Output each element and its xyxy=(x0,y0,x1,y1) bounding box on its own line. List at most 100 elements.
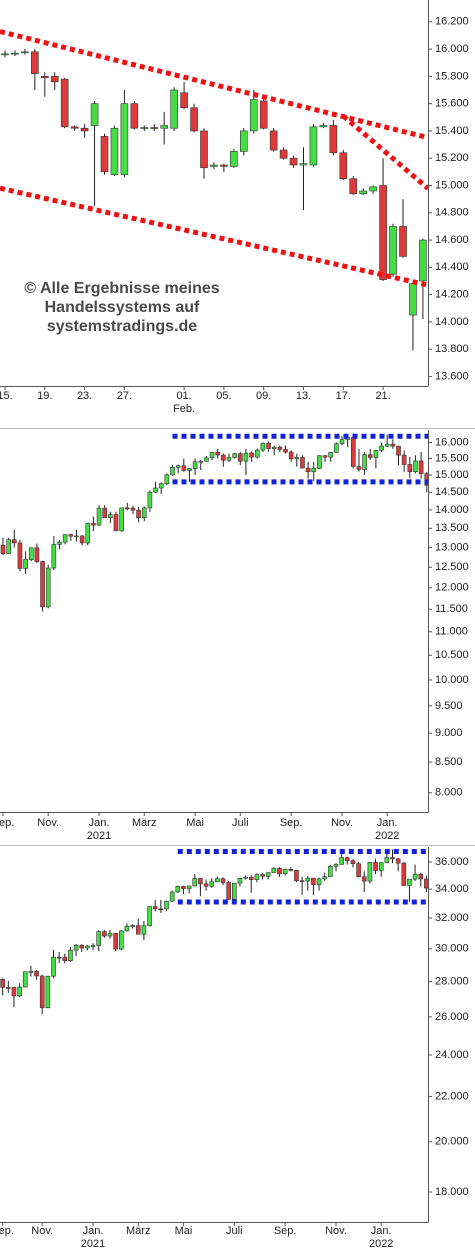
y-tick-label: 12.000 xyxy=(435,582,469,594)
y-tick-label: 13.800 xyxy=(435,343,469,355)
candle-body xyxy=(6,539,11,554)
candle-body xyxy=(62,534,68,543)
candle-body xyxy=(11,52,19,55)
candle-body xyxy=(175,886,181,893)
candle-body xyxy=(288,451,294,460)
y-tick-label: 12.500 xyxy=(435,561,469,573)
candle-body xyxy=(79,945,85,949)
candle-body xyxy=(316,878,322,885)
x-tick-sublabel: 2022 xyxy=(375,830,399,842)
candle-body xyxy=(22,971,28,988)
candle-body xyxy=(147,906,152,926)
candle-body xyxy=(152,906,158,910)
candle-body xyxy=(56,956,62,959)
candle-body xyxy=(200,130,208,169)
watermark: Handelssystems auf xyxy=(45,299,200,316)
candle-body xyxy=(399,226,407,257)
candle-body xyxy=(158,483,164,489)
candle-body xyxy=(28,547,34,560)
candle-body xyxy=(279,149,288,159)
candle-body xyxy=(125,507,130,510)
candle-body xyxy=(362,454,367,470)
candle-body xyxy=(150,127,159,129)
candle-body xyxy=(294,870,299,882)
x-tick-label: Nov. xyxy=(37,817,59,829)
y-tick-label: 15.800 xyxy=(435,70,469,82)
candle-body xyxy=(317,455,322,469)
candle-body xyxy=(68,949,73,961)
plot-area xyxy=(0,433,428,612)
y-tick-label: 18.000 xyxy=(435,1186,469,1198)
candle-body xyxy=(221,454,226,461)
plot-area xyxy=(0,29,428,351)
candle-body xyxy=(96,931,101,946)
x-tick-sublabel: 2021 xyxy=(81,1238,105,1250)
candle-body xyxy=(240,130,248,152)
candle-body xyxy=(203,883,209,887)
candle-body xyxy=(85,523,91,544)
candle-body xyxy=(384,443,390,447)
candle-body xyxy=(45,975,51,1009)
candle-body xyxy=(249,99,258,132)
candle-body xyxy=(413,460,418,473)
candle-body xyxy=(70,126,79,129)
candle-body xyxy=(220,878,226,883)
y-tick-label: 15.400 xyxy=(435,125,469,137)
candle-body xyxy=(50,76,59,83)
y-tick-label: 15.200 xyxy=(435,152,469,164)
x-tick-sublabel: Feb. xyxy=(173,403,195,415)
candle-body xyxy=(334,443,339,453)
candle-body xyxy=(130,507,136,511)
y-tick-label: 30.000 xyxy=(435,943,469,955)
candle-body xyxy=(215,451,220,456)
candle-body xyxy=(204,457,209,462)
x-tick-label: Mai xyxy=(175,1225,193,1237)
y-tick-label: 28.000 xyxy=(435,976,469,988)
y-tick-label: 22.000 xyxy=(435,1090,469,1102)
candle-body xyxy=(181,886,186,889)
x-tick-label: 21. xyxy=(375,390,390,402)
candle-body xyxy=(282,868,288,875)
candle-body xyxy=(181,465,187,471)
candle-body xyxy=(300,457,305,469)
candle-body xyxy=(39,975,45,1009)
candle-body xyxy=(373,862,378,871)
candle-body xyxy=(339,152,348,179)
candle-body xyxy=(113,514,119,532)
x-tick-label: 15. xyxy=(0,390,13,402)
y-tick-label: 26.000 xyxy=(435,1011,469,1023)
candle-body xyxy=(322,876,328,880)
candle-body xyxy=(419,239,427,282)
y-tick-label: 14.500 xyxy=(435,486,469,498)
candle-body xyxy=(249,452,254,458)
candle-body xyxy=(266,442,271,449)
candle-body xyxy=(130,103,139,129)
candle-body xyxy=(232,453,237,458)
candle-body xyxy=(305,467,311,473)
candle-body xyxy=(31,51,39,74)
candle-body xyxy=(51,544,57,569)
candle-body xyxy=(401,862,407,886)
candle-body xyxy=(390,443,396,447)
candle-body xyxy=(136,509,141,519)
candle-body xyxy=(373,449,379,458)
x-tick-label: 09. xyxy=(256,390,271,402)
candle-body xyxy=(350,860,356,864)
y-tick-label: 24.000 xyxy=(435,1049,469,1061)
candle-body xyxy=(299,163,308,166)
candle-body xyxy=(51,956,56,977)
x-tick-label: März xyxy=(126,1225,150,1237)
x-tick-label: Juli xyxy=(226,1225,243,1237)
candle-body xyxy=(40,76,49,79)
candle-body xyxy=(305,877,311,882)
candle-body xyxy=(271,446,277,449)
y-tick-label: 15.500 xyxy=(435,452,469,464)
candle-body xyxy=(356,466,362,470)
candle-body xyxy=(384,857,390,863)
x-tick-sublabel: 2021 xyxy=(87,830,111,842)
x-tick-label: Sep. xyxy=(0,1225,14,1237)
candle-body xyxy=(339,857,344,865)
candle-body xyxy=(238,453,243,462)
candle-body xyxy=(147,491,153,509)
